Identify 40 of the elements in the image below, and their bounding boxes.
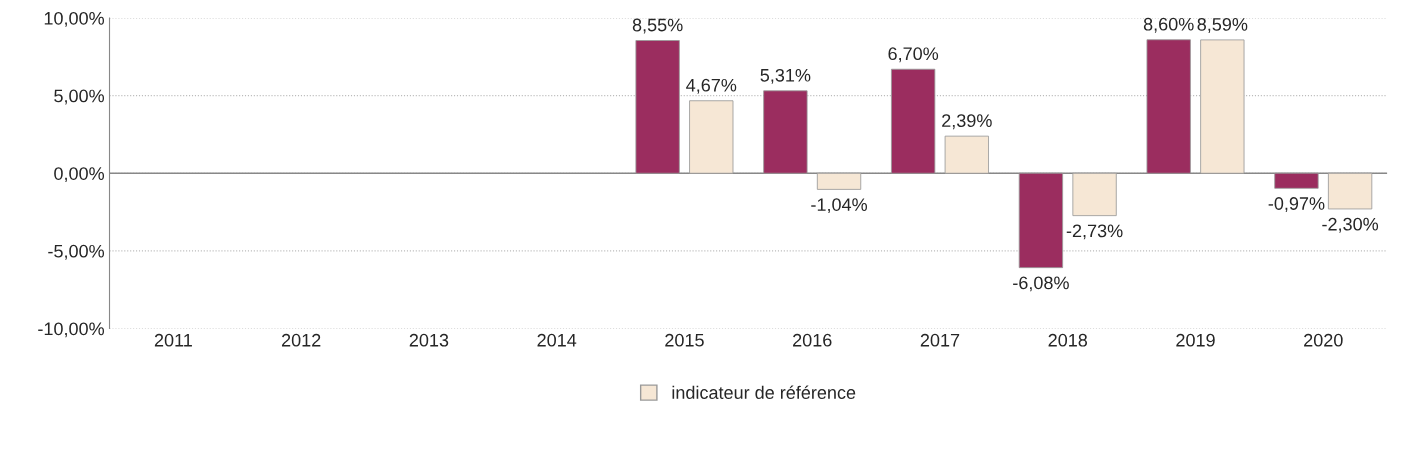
y-tick-label: 0,00%: [54, 167, 105, 183]
bar: [891, 68, 936, 174]
data-label: 8,60%: [1143, 17, 1194, 33]
x-tick-label: 2019: [1176, 333, 1215, 347]
y-tick-label: 10,00%: [44, 11, 105, 27]
x-tick-label: 2020: [1304, 333, 1343, 347]
data-label: -6,08%: [1013, 276, 1069, 292]
x-tick-label: 2014: [537, 333, 577, 347]
bar: [816, 172, 862, 190]
y-tick-label: -10,00%: [38, 322, 105, 338]
data-label: -2,30%: [1322, 217, 1379, 233]
x-tick-label: 2016: [793, 333, 832, 347]
data-label: 5,31%: [760, 68, 811, 84]
x-tick-label: 2011: [154, 333, 192, 347]
bar: [1146, 39, 1191, 174]
data-label: -1,04%: [811, 198, 868, 214]
bar: [1200, 39, 1245, 174]
data-label: 8,59%: [1197, 17, 1248, 33]
bar: [1072, 172, 1117, 217]
bar: [635, 40, 680, 174]
data-label: 8,55%: [632, 18, 683, 34]
bar: [689, 100, 734, 174]
bar: [1274, 172, 1319, 189]
y-tick-label: -5,00%: [48, 244, 105, 260]
data-label: 4,67%: [686, 78, 737, 94]
data-label: 6,70%: [888, 47, 939, 63]
x-tick-label: 2017: [920, 333, 960, 347]
data-label: -2,73%: [1066, 224, 1123, 240]
x-tick-label: 2015: [665, 333, 704, 347]
data-label: -0,97%: [1268, 197, 1325, 213]
legend-label: indicateur de référence: [672, 385, 856, 400]
x-tick-label: 2012: [281, 333, 321, 347]
data-label: 2,39%: [942, 114, 992, 130]
x-tick-label: 2018: [1048, 333, 1088, 347]
bar: [944, 135, 989, 174]
x-tick-label: 2013: [409, 333, 449, 347]
y-tick-label: 5,00%: [54, 89, 105, 105]
bar: [763, 90, 808, 174]
bar: [1327, 172, 1373, 210]
bar: [1018, 172, 1064, 269]
